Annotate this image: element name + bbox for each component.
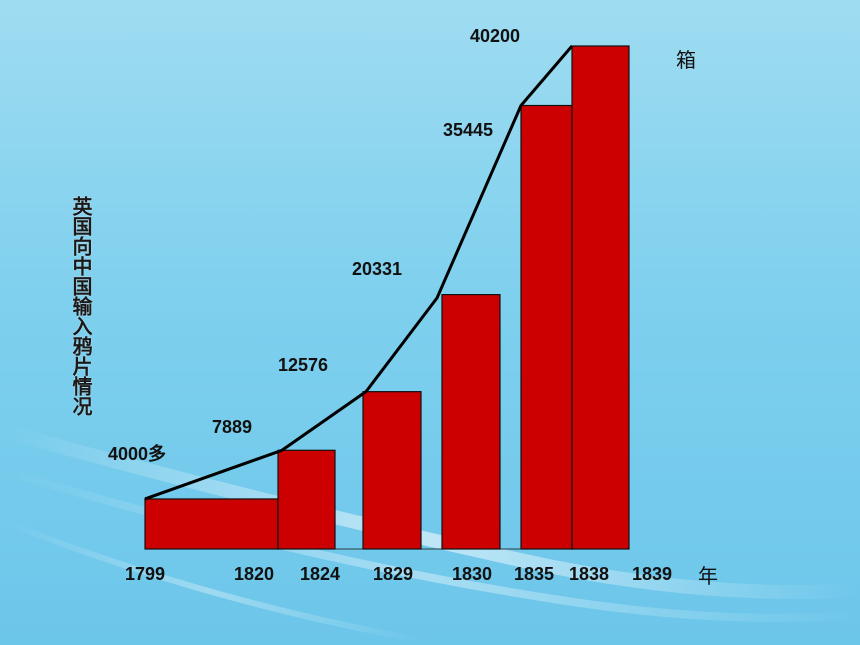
trend-line [144, 45, 574, 501]
x-tick-1830: 1830 [452, 564, 492, 584]
data-label-2: 12576 [278, 355, 328, 375]
data-label-1: 7889 [212, 417, 252, 437]
x-tick-1799: 1799 [125, 564, 165, 584]
bar-35445 [520, 104, 573, 550]
bar-4000多 [144, 498, 279, 550]
data-label-4: 35445 [443, 120, 493, 140]
data-label-3: 20331 [352, 259, 402, 279]
x-unit-label: 年 [698, 564, 718, 588]
bar-40200 [571, 45, 630, 550]
y-axis-label: 英国向中国输入鸦片情况 [69, 196, 93, 416]
x-tick-1838: 1838 [569, 564, 609, 584]
bar-12576 [362, 391, 422, 550]
x-tick-1820: 1820 [234, 564, 274, 584]
x-tick-1829: 1829 [373, 564, 413, 584]
x-tick-1824: 1824 [300, 564, 340, 584]
data-label-0: 4000多 [108, 443, 166, 464]
y-unit-label: 箱 [676, 48, 696, 72]
bar-20331 [441, 294, 501, 550]
x-tick-1835: 1835 [514, 564, 554, 584]
bar-7889 [277, 449, 336, 550]
x-tick-1839: 1839 [632, 564, 672, 584]
data-label-5: 40200 [470, 26, 520, 46]
